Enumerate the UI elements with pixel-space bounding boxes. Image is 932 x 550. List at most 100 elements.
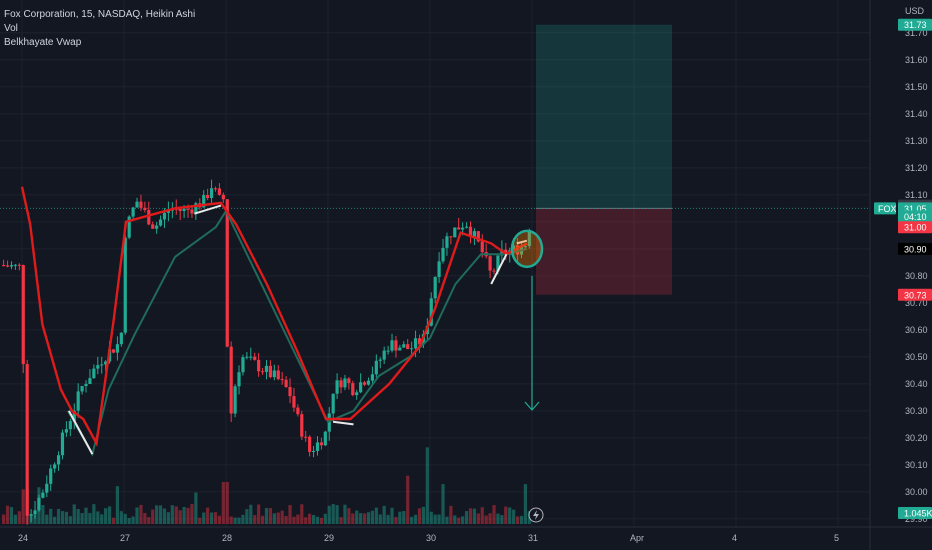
volume-bar <box>480 507 484 524</box>
volume-bar <box>304 517 308 524</box>
volume-bar <box>115 486 120 524</box>
candle-body <box>445 236 449 248</box>
candle-body <box>29 514 33 516</box>
candle-body <box>68 421 72 430</box>
volume-bar <box>343 504 347 524</box>
candle-body <box>512 245 516 251</box>
volume-bar <box>194 492 198 524</box>
candle-body <box>147 210 151 225</box>
volume-bar <box>241 514 245 524</box>
volume-bar <box>335 505 339 524</box>
volume-bar <box>319 517 324 524</box>
candle-body <box>417 338 422 345</box>
volume-bar <box>119 511 123 524</box>
candle-body <box>92 368 96 379</box>
volume-bars <box>2 447 531 524</box>
candle-body <box>496 255 500 272</box>
loss-zone <box>536 208 672 295</box>
volume-bar <box>292 516 296 524</box>
candle-body <box>272 370 276 378</box>
candle-body <box>202 195 206 208</box>
vwap-lower-line <box>67 208 528 457</box>
volume-bar <box>504 506 508 524</box>
candle-body <box>276 370 280 380</box>
time-tick-label: 29 <box>324 533 334 543</box>
candle-body <box>96 365 100 369</box>
candle-body <box>151 224 155 229</box>
time-tick-label: 4 <box>732 533 737 543</box>
candle-body <box>429 298 433 326</box>
volume-bar <box>421 506 426 524</box>
volume-bar <box>362 513 367 524</box>
volume-bar <box>76 509 80 524</box>
candle-body <box>131 207 135 217</box>
candle-body <box>49 468 53 484</box>
candle-body <box>461 227 465 230</box>
candle-body <box>206 195 210 199</box>
candle-body <box>25 364 29 516</box>
volume-bar <box>398 511 402 524</box>
candles <box>2 179 531 525</box>
candle-body <box>441 247 445 262</box>
price-tick-label: 31.20 <box>905 163 928 173</box>
volume-bar <box>5 505 10 524</box>
candle-body <box>178 208 182 211</box>
candle-body <box>13 264 18 266</box>
time-axis-bg <box>0 527 932 550</box>
profit-zone <box>536 24 672 209</box>
candle-body <box>237 372 241 387</box>
volume-bar <box>170 505 174 524</box>
candle-body <box>476 231 480 242</box>
volume-bar <box>96 511 100 524</box>
candle-body <box>386 350 390 352</box>
vwap-flip-segment <box>516 239 528 245</box>
candle-body <box>527 230 531 247</box>
legend-indicator-vwap[interactable]: Belkhayate Vwap <box>4 37 82 48</box>
volume-bar <box>158 505 163 524</box>
candle-body <box>468 226 473 237</box>
volume-bar <box>394 517 398 524</box>
candle-body <box>331 393 335 414</box>
volume-bar <box>206 507 210 524</box>
time-tick-label: 27 <box>120 533 130 543</box>
candle-body <box>515 245 520 255</box>
volume-bar <box>323 513 327 524</box>
volume-bar <box>378 514 382 524</box>
candle-body <box>104 361 108 365</box>
volume-bar <box>468 508 473 524</box>
chart-legend: Fox Corporation, 15, NASDAQ, Heikin Ashi… <box>4 8 195 50</box>
volume-bar <box>166 512 171 524</box>
price-tag-label: 31.73 <box>904 20 927 30</box>
volume-bar <box>311 514 316 524</box>
symbol-tag <box>874 202 896 215</box>
volume-bar <box>33 514 37 524</box>
candle-body <box>359 382 363 393</box>
candle-body <box>292 396 296 408</box>
price-tick-label: 31.60 <box>905 55 928 65</box>
volume-bar <box>515 516 520 524</box>
volume-bar <box>288 505 292 524</box>
candle-body <box>253 356 257 360</box>
legend-indicator-volume[interactable]: Vol <box>4 23 18 34</box>
volume-bar <box>433 514 437 524</box>
annotations <box>510 229 544 523</box>
price-tag <box>898 288 932 301</box>
candle-body <box>366 380 371 385</box>
price-tag-label: 1.045K <box>904 509 932 519</box>
price-tag-label: 31.00 <box>904 223 927 233</box>
volume-bar <box>484 515 488 524</box>
time-tick-label: 24 <box>18 533 28 543</box>
volume-bar <box>45 514 49 524</box>
candle-body <box>378 359 382 361</box>
volume-bar <box>68 516 72 524</box>
candle-body <box>437 261 441 278</box>
volume-bar <box>127 517 131 524</box>
candle-body <box>472 231 477 237</box>
volume-bar <box>245 509 249 524</box>
candle-body <box>264 365 269 372</box>
volume-bar <box>178 510 182 524</box>
volume-bar <box>374 507 378 524</box>
